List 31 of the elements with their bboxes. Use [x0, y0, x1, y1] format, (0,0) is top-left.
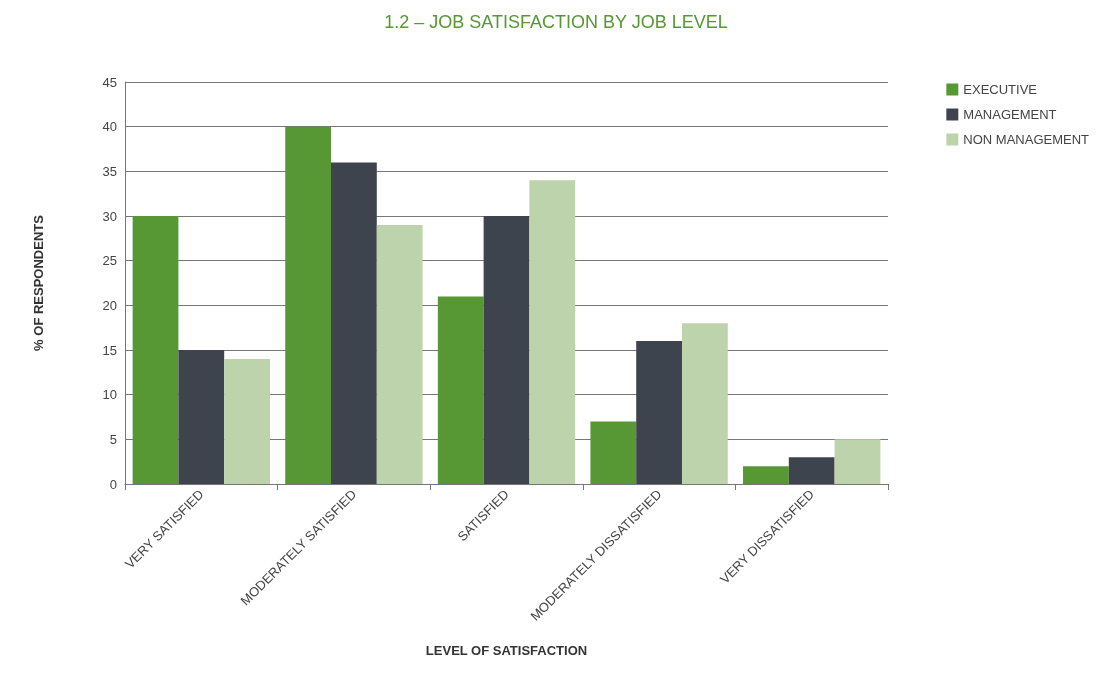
- bar: [285, 126, 332, 484]
- x-axis-title: LEVEL OF SATISFACTION: [425, 643, 588, 658]
- bar: [529, 180, 576, 484]
- bar: [376, 224, 423, 484]
- bar: [178, 350, 225, 484]
- y-tick-label: 45: [102, 74, 117, 90]
- y-tick-label: 35: [102, 163, 117, 179]
- bar: [132, 216, 179, 484]
- legend-label: MANAGEMENT: [963, 107, 1057, 122]
- bar: [483, 216, 530, 484]
- bar: [224, 358, 270, 484]
- bar: [681, 323, 728, 484]
- y-tick-label: 40: [102, 119, 117, 135]
- bar: [437, 296, 484, 484]
- legend-label: EXECUTIVE: [963, 82, 1038, 97]
- y-tick-label: 10: [102, 387, 117, 403]
- legend-label: NON MANAGEMENT: [963, 132, 1090, 147]
- bar: [743, 466, 789, 484]
- y-tick-label: 20: [102, 297, 117, 313]
- bar: [834, 439, 881, 484]
- chart-title: 1.2 – JOB SATISFACTION BY JOB LEVEL: [384, 12, 728, 32]
- y-axis-title: % OF RESPONDENTS: [31, 214, 46, 351]
- bar: [636, 341, 682, 484]
- y-tick-label: 15: [102, 342, 117, 358]
- bar: [331, 162, 377, 484]
- y-tick-label: 25: [102, 253, 117, 269]
- bar: [788, 457, 835, 484]
- y-tick-label: 30: [102, 208, 117, 224]
- y-tick-label: 5: [109, 431, 117, 447]
- bar: [590, 421, 637, 484]
- y-tick-label: 0: [109, 476, 117, 492]
